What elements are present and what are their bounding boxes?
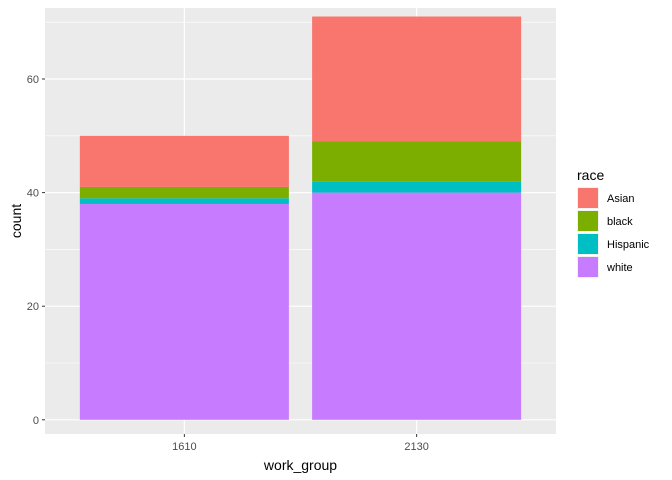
x-tick-label: 1610 — [172, 441, 196, 453]
bar-segment-white-2130 — [312, 192, 522, 420]
y-tick-label: 60 — [27, 74, 39, 86]
legend-label-black: black — [607, 216, 633, 228]
x-axis-title: work_group — [263, 457, 337, 473]
y-axis-ticks: 0 20 40 60 — [27, 74, 45, 427]
legend: race Asian black Hispanic white — [577, 167, 650, 278]
y-tick-label: 20 — [27, 301, 39, 313]
y-axis-title: count — [8, 204, 24, 238]
x-tick-label: 2130 — [404, 441, 428, 453]
bar-segment-asian-2130 — [312, 16, 522, 142]
legend-swatch-asian — [578, 188, 598, 208]
legend-swatch-hispanic — [578, 234, 598, 254]
legend-swatch-black — [578, 211, 598, 231]
bars — [79, 16, 522, 420]
legend-title: race — [577, 167, 604, 183]
bar-segment-asian-1610 — [79, 135, 289, 187]
legend-label-white: white — [606, 262, 633, 274]
bar-segment-white-1610 — [79, 203, 289, 420]
legend-label-asian: Asian — [607, 193, 635, 205]
bar-segment-hispanic-2130 — [312, 181, 522, 193]
bar-segment-hispanic-1610 — [79, 198, 289, 204]
legend-swatch-white — [578, 257, 598, 277]
x-axis-ticks: 1610 2130 — [172, 434, 429, 453]
bar-segment-black-2130 — [312, 141, 522, 182]
bar-segment-black-1610 — [79, 186, 289, 199]
y-tick-label: 40 — [27, 188, 39, 200]
y-tick-label: 0 — [33, 415, 39, 427]
legend-label-hispanic: Hispanic — [607, 239, 650, 251]
